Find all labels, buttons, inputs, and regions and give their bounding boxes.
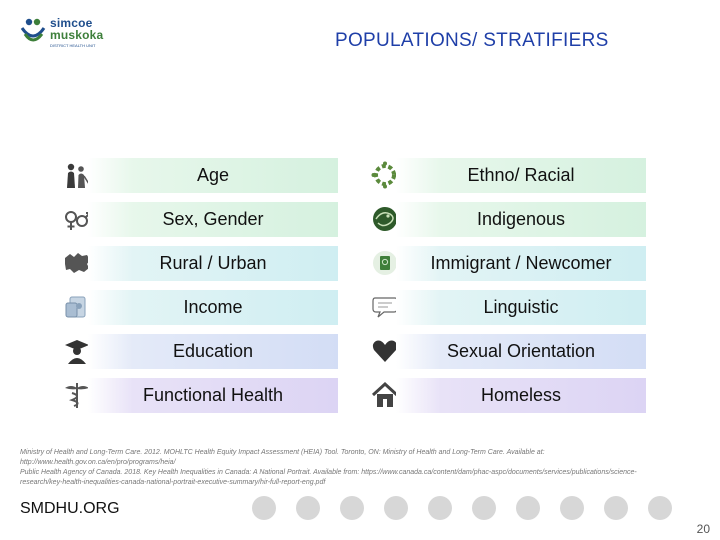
- stratifier-sexual-orientation: Sexual Orientation: [396, 334, 646, 369]
- stratifier-label: Indigenous: [476, 209, 566, 229]
- stratifier-sex-gender: Sex, Gender: [88, 202, 338, 237]
- stratifier-label: Homeless: [480, 385, 562, 405]
- stratifier-linguistic: Linguistic: [396, 290, 646, 325]
- footer-site: SMDHU.ORG: [20, 500, 120, 517]
- house-icon: [370, 380, 400, 410]
- logo-word-muskoka: muskoka: [50, 28, 104, 42]
- heart-icon: [370, 336, 400, 366]
- stratifier-immigrant-newcomer: Immigrant / Newcomer: [396, 246, 646, 281]
- footer-dot: [648, 496, 672, 520]
- footer-dot: [560, 496, 584, 520]
- stratifier-label: Functional Health: [142, 385, 284, 405]
- page-number: 20: [696, 522, 710, 536]
- footer-dot: [340, 496, 364, 520]
- stratifier-label: Income: [183, 297, 243, 317]
- stratifier-rural-urban: Rural / Urban: [88, 246, 338, 281]
- people-circle-icon: [370, 160, 400, 190]
- stratifier-ethno-racial: Ethno/ Racial: [396, 158, 646, 193]
- stratifier-functional-health: Functional Health: [88, 378, 338, 413]
- people-icon: [62, 160, 92, 190]
- stratifier-label: Ethno/ Racial: [467, 165, 575, 185]
- footer-dot: [252, 496, 276, 520]
- stratifier-indigenous: Indigenous: [396, 202, 646, 237]
- footer-dot: [472, 496, 496, 520]
- references: Ministry of Health and Long-Term Care. 2…: [20, 448, 640, 488]
- canada-map-icon: [62, 248, 92, 278]
- stratifier-label: Sexual Orientation: [446, 341, 596, 361]
- reference-phac: Public Health Agency of Canada. 2018. Ke…: [20, 469, 637, 486]
- logo-tagline: DISTRICT HEALTH UNIT: [50, 43, 96, 48]
- indigenous-art-icon: [370, 204, 400, 234]
- stratifier-age: Age: [88, 158, 338, 193]
- stratifier-label: Sex, Gender: [162, 209, 264, 229]
- footer-dot: [428, 496, 452, 520]
- logo-mark-icon: [20, 18, 46, 42]
- logo-word-simcoe: simcoe: [50, 16, 93, 30]
- stratifier-label: Age: [196, 165, 230, 185]
- stratifier-education: Education: [88, 334, 338, 369]
- graduate-icon: [62, 336, 92, 366]
- slide-title: POPULATIONS/ STRATIFIERS: [335, 30, 609, 51]
- stratifier-homeless: Homeless: [396, 378, 646, 413]
- stratifier-label: Rural / Urban: [159, 253, 267, 273]
- footer-dot: [384, 496, 408, 520]
- stratifier-income: Income: [88, 290, 338, 325]
- reference-mohltc: Ministry of Health and Long-Term Care. 2…: [20, 449, 545, 466]
- stratifier-label: Immigrant / Newcomer: [430, 253, 612, 273]
- footer-dot: [604, 496, 628, 520]
- stratifier-label: Linguistic: [483, 297, 559, 317]
- simcoe-muskoka-logo: simcoe muskoka DISTRICT HEALTH UNIT: [20, 14, 110, 50]
- footer-dot: [296, 496, 320, 520]
- passport-icon: [370, 248, 400, 278]
- footer-dot: [516, 496, 540, 520]
- stratifier-label: Education: [172, 341, 254, 361]
- money-icon: [62, 292, 92, 322]
- caduceus-icon: [62, 380, 92, 410]
